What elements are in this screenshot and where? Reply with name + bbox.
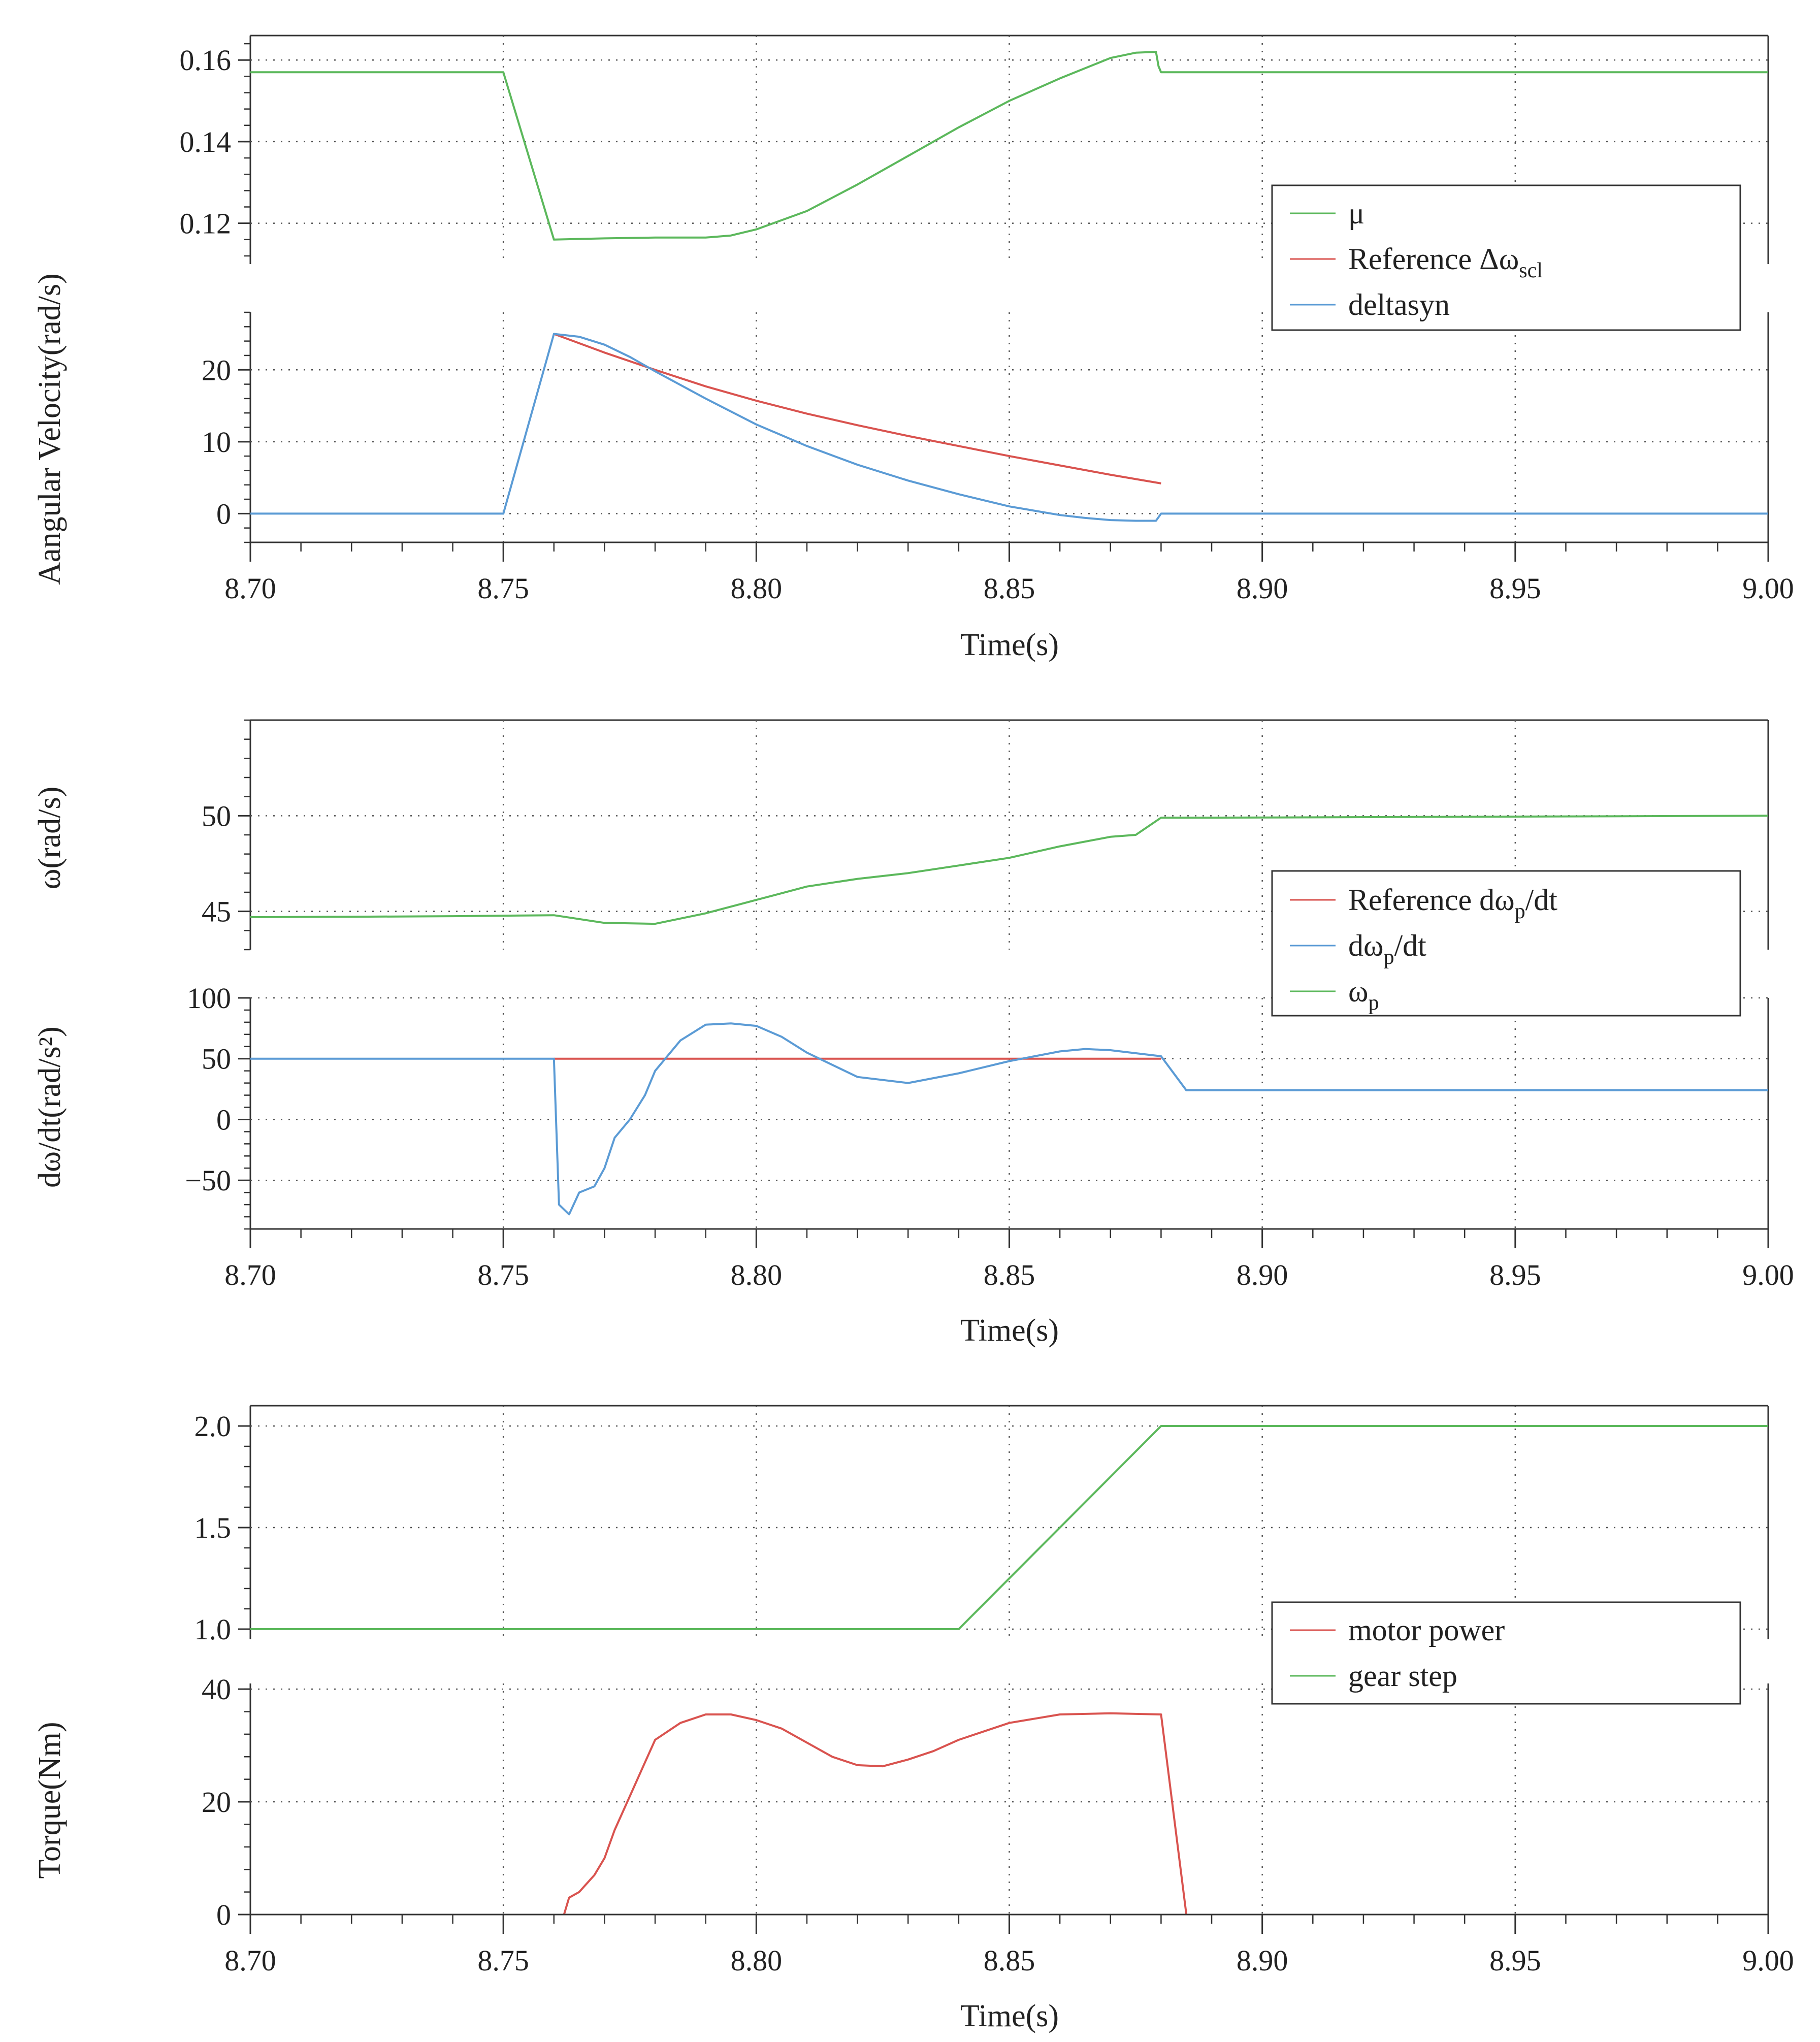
acceleration-top-panel: 45 50 — [202, 719, 1769, 951]
torque-x-axis: 8.70 8.75 8.80 8.85 8.90 8.95 9.00 — [224, 1914, 1794, 1977]
y-tick-label: 100 — [187, 982, 231, 1015]
velocity-bottom-panel: 0 10 20 — [202, 311, 1769, 543]
torque-legend: motor power gear step — [1271, 1601, 1741, 1705]
y-tick-label: 1.0 — [194, 1613, 232, 1646]
series-line- — [250, 51, 1768, 241]
x-tick-label: 8.80 — [731, 572, 783, 605]
y-tick-label: 1.5 — [194, 1511, 232, 1544]
series-line-gearstep — [250, 1425, 1768, 1630]
x-tick-label: 9.00 — [1742, 572, 1794, 605]
y-tick-label: 40 — [202, 1673, 231, 1706]
velocity-legend: μ Reference Δωscl deltasyn — [1271, 184, 1741, 331]
figure-acceleration: 45 50 −50 0 50 100 8.70 8.75 8.80 8.85 8.90 8.95 9… — [32, 719, 1794, 1348]
y-tick-label: 20 — [202, 353, 231, 386]
x-tick-label: 8.75 — [477, 572, 529, 605]
y-tick-label: 0 — [216, 497, 231, 530]
legend-mu-label: μ — [1348, 197, 1364, 230]
legend-reference-dwp-label: Reference dωp/dt — [1348, 883, 1557, 923]
velocity-x-axis-title: Time(s) — [960, 628, 1059, 662]
omega-y-axis-title: ω(rad/s) — [32, 787, 67, 890]
series-line-ddt — [250, 1022, 1768, 1216]
series-line-reference — [554, 333, 1161, 484]
x-tick-label: 8.70 — [224, 1944, 276, 1977]
torque-x-axis-title: Time(s) — [960, 1999, 1059, 2033]
y-tick-label: 0 — [216, 1103, 231, 1136]
x-tick-label: 8.90 — [1237, 1944, 1288, 1977]
y-tick-label: 45 — [202, 895, 231, 928]
legend-gear-step-label: gear step — [1348, 1659, 1457, 1693]
figure-torque: 1.0 1.5 2.0 0 20 40 8.70 8.75 8.80 8.85 8.90 8.95… — [32, 1405, 1794, 2033]
x-tick-label: 8.95 — [1489, 572, 1541, 605]
x-tick-label: 8.80 — [731, 1944, 783, 1977]
domega-dt-y-axis-title: dω/dt(rad/s²) — [32, 1026, 67, 1188]
y-tick-label: 0.12 — [180, 207, 232, 240]
x-tick-label: 9.00 — [1742, 1944, 1794, 1977]
series-line-motorpower — [563, 1712, 1188, 1915]
y-tick-label: 50 — [202, 799, 231, 832]
y-tick-label: 20 — [202, 1786, 231, 1819]
velocity-x-axis: 8.70 8.75 8.80 8.85 8.90 8.95 9.00 — [224, 541, 1794, 605]
x-tick-label: 8.85 — [984, 1258, 1035, 1291]
acceleration-legend: Reference dωp/dt dωp/dt ωp — [1271, 870, 1741, 1017]
x-tick-label: 8.70 — [224, 1258, 276, 1291]
torque-y-axis-title: Torque(Nm) — [32, 1722, 67, 1878]
y-tick-label: 0.16 — [180, 44, 232, 77]
x-tick-label: 8.95 — [1489, 1258, 1541, 1291]
x-tick-label: 8.90 — [1237, 572, 1288, 605]
velocity-y-axis-title: Aangular Velocity(rad/s) — [32, 273, 67, 585]
y-tick-label: 2.0 — [194, 1410, 232, 1443]
series-line-deltasyn — [250, 333, 1768, 522]
legend-motor-power-label: motor power — [1348, 1613, 1505, 1647]
y-tick-label: −50 — [185, 1164, 231, 1197]
legend-reference-dw-label: Reference Δωscl — [1348, 242, 1543, 282]
legend-dwp-label: dωp/dt — [1348, 929, 1426, 969]
x-tick-label: 8.75 — [477, 1944, 529, 1977]
series-line- — [250, 815, 1769, 925]
x-tick-label: 8.90 — [1237, 1258, 1288, 1291]
x-tick-label: 8.85 — [984, 572, 1035, 605]
y-tick-label: 0 — [216, 1898, 231, 1931]
acceleration-x-axis-title: Time(s) — [960, 1313, 1059, 1348]
x-tick-label: 8.80 — [731, 1258, 783, 1291]
x-tick-label: 8.75 — [477, 1258, 529, 1291]
x-tick-label: 8.95 — [1489, 1944, 1541, 1977]
y-tick-label: 10 — [202, 426, 231, 459]
acceleration-x-axis: 8.70 8.75 8.80 8.85 8.90 8.95 9.00 — [224, 1228, 1794, 1291]
legend-deltasyn-label: deltasyn — [1348, 288, 1450, 321]
x-tick-label: 8.70 — [224, 572, 276, 605]
x-tick-label: 8.85 — [984, 1944, 1035, 1977]
y-tick-label: 50 — [202, 1043, 231, 1076]
y-tick-label: 0.14 — [180, 125, 232, 158]
legend-wp-label: ωp — [1348, 975, 1379, 1015]
x-tick-label: 9.00 — [1742, 1258, 1794, 1291]
